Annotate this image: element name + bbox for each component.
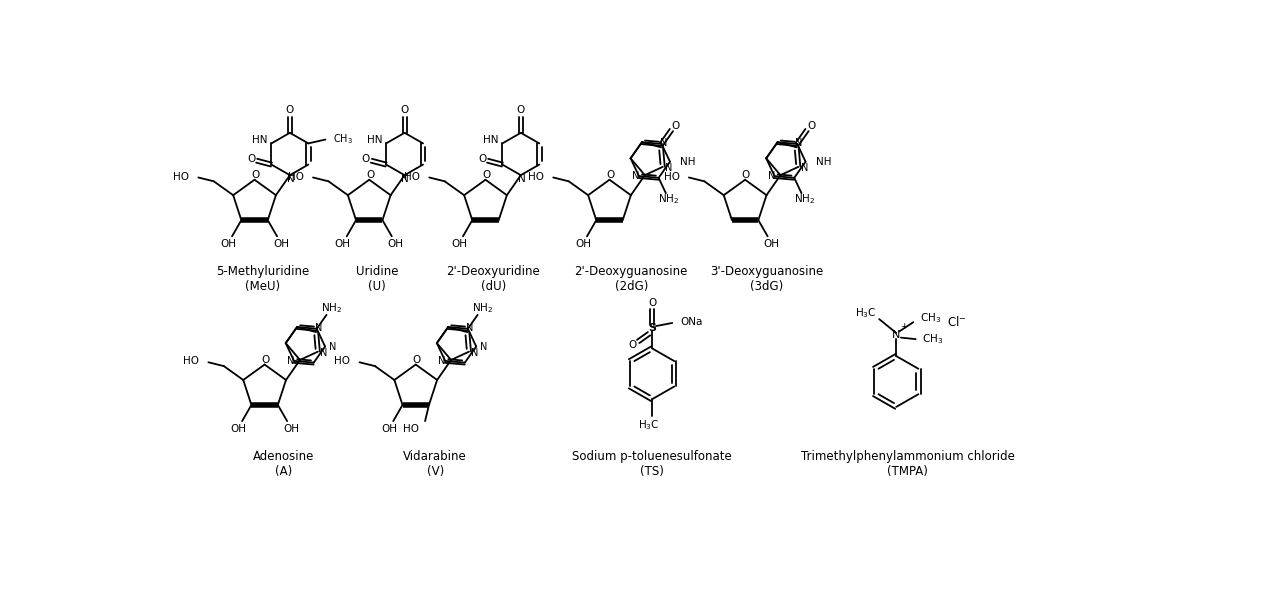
Text: (2dG): (2dG) [614, 281, 648, 293]
Text: N: N [320, 348, 328, 358]
Text: O: O [285, 105, 294, 116]
Text: Trimethylphenylammonium chloride: Trimethylphenylammonium chloride [801, 450, 1015, 462]
Text: N: N [402, 174, 410, 184]
Text: N: N [666, 164, 672, 173]
Text: NH$_2$: NH$_2$ [794, 192, 815, 206]
Text: O: O [412, 355, 421, 365]
Text: O: O [607, 170, 614, 180]
Text: N: N [329, 342, 337, 352]
Text: O: O [247, 154, 256, 164]
Text: HO: HO [403, 424, 419, 434]
Text: N: N [768, 171, 776, 181]
Text: N: N [466, 323, 474, 333]
Text: (MeU): (MeU) [244, 281, 280, 293]
Text: O: O [362, 154, 370, 164]
Text: N: N [892, 330, 900, 341]
Text: O: O [742, 170, 750, 180]
Text: HO: HO [334, 356, 351, 367]
Text: OH: OH [381, 424, 397, 434]
Text: OH: OH [283, 424, 300, 434]
Text: OH: OH [230, 424, 246, 434]
Text: NH: NH [815, 157, 831, 167]
Text: O: O [648, 298, 657, 308]
Text: CH$_3$: CH$_3$ [333, 132, 353, 145]
Text: 2'-Deoxyguanosine: 2'-Deoxyguanosine [575, 265, 687, 278]
Text: O: O [672, 121, 680, 131]
Text: NH: NH [680, 157, 695, 167]
Text: HN: HN [367, 135, 383, 145]
Text: HO: HO [288, 171, 303, 182]
Text: O: O [251, 170, 260, 180]
Text: OH: OH [763, 239, 780, 249]
Text: HO: HO [173, 171, 189, 182]
Text: (V): (V) [426, 465, 444, 478]
Text: N: N [287, 174, 294, 184]
Text: O: O [401, 105, 408, 116]
Text: (U): (U) [369, 281, 385, 293]
Text: HO: HO [404, 171, 420, 182]
Text: N: N [801, 164, 808, 173]
Text: Vidarabine: Vidarabine [403, 450, 467, 462]
Text: 5-Methyluridine: 5-Methyluridine [215, 265, 308, 278]
Text: N: N [659, 138, 667, 148]
Text: (3dG): (3dG) [750, 281, 783, 293]
Text: N: N [471, 348, 479, 358]
Text: Cl$^{-}$: Cl$^{-}$ [947, 315, 966, 329]
Text: N: N [439, 356, 445, 366]
Text: N: N [480, 342, 488, 352]
Text: OH: OH [388, 239, 403, 249]
Text: NH$_2$: NH$_2$ [658, 192, 680, 206]
Text: N: N [795, 138, 803, 148]
Text: O: O [261, 355, 270, 365]
Text: 3'-Deoxyguanosine: 3'-Deoxyguanosine [710, 265, 823, 278]
Text: HO: HO [527, 171, 544, 182]
Text: N: N [315, 323, 323, 333]
Text: NH$_2$: NH$_2$ [320, 301, 342, 315]
Text: OH: OH [451, 239, 467, 249]
Text: ONa: ONa [680, 317, 703, 327]
Text: Sodium p-toluenesulfonate: Sodium p-toluenesulfonate [572, 450, 732, 462]
Text: S: S [648, 322, 657, 333]
Text: HN: HN [483, 135, 498, 145]
Text: O: O [808, 121, 815, 131]
Text: (A): (A) [275, 465, 293, 478]
Text: O: O [366, 170, 374, 180]
Text: HN: HN [252, 135, 268, 145]
Text: (TS): (TS) [640, 465, 664, 478]
Text: (TMPA): (TMPA) [887, 465, 928, 478]
Text: OH: OH [575, 239, 591, 249]
Text: HO: HO [663, 171, 680, 182]
Text: (dU): (dU) [480, 281, 506, 293]
Text: Adenosine: Adenosine [253, 450, 315, 462]
Text: NH$_2$: NH$_2$ [472, 301, 493, 315]
Text: OH: OH [273, 239, 289, 249]
Text: Uridine: Uridine [356, 265, 398, 278]
Text: OH: OH [220, 239, 237, 249]
Text: HO: HO [183, 356, 200, 367]
Text: N: N [287, 356, 294, 366]
Text: O: O [628, 339, 637, 350]
Text: O: O [517, 105, 525, 116]
Text: H$_3$C: H$_3$C [639, 419, 659, 432]
Text: OH: OH [335, 239, 351, 249]
Text: H$_3$C: H$_3$C [855, 306, 876, 320]
Text: +: + [900, 322, 908, 331]
Text: N: N [632, 171, 640, 181]
Text: 2'-Deoxyuridine: 2'-Deoxyuridine [447, 265, 540, 278]
Text: CH$_3$: CH$_3$ [922, 332, 943, 346]
Text: O: O [483, 170, 490, 180]
Text: N: N [517, 174, 526, 184]
Text: CH$_3$: CH$_3$ [919, 311, 941, 325]
Text: O: O [479, 154, 486, 164]
